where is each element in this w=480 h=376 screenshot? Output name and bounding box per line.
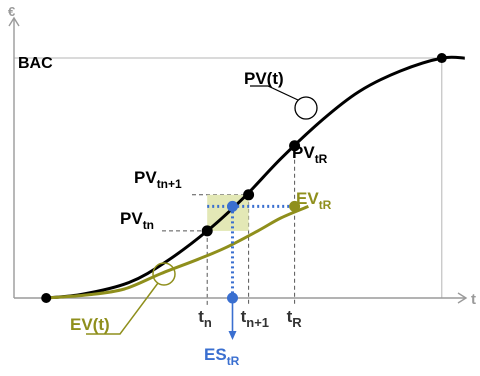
pv-origin-point xyxy=(41,293,52,303)
pv-tr-label: PVtR xyxy=(292,143,328,166)
pv-series-line xyxy=(46,55,465,300)
ev-t-label: EV(t) xyxy=(70,315,110,334)
tick-tn1-label: tn+1 xyxy=(241,307,269,330)
pv-tn-point xyxy=(201,225,213,237)
pv-tn-label: PVtn xyxy=(120,209,154,232)
es-arrow-head xyxy=(228,331,237,340)
ev-callout-leader xyxy=(86,282,159,335)
pv-t-label: PV(t) xyxy=(244,69,284,88)
es-tr-label: EStR xyxy=(204,345,240,368)
pv-callout-circle xyxy=(294,96,318,120)
tick-tn-label: tn xyxy=(198,307,212,330)
guide-lines xyxy=(14,57,443,306)
y-axis-label: € xyxy=(8,4,15,19)
y-axis-arrow xyxy=(8,16,20,27)
pv-callout-leader xyxy=(250,85,299,101)
ev-tr-point xyxy=(289,200,301,212)
earned-schedule-projection xyxy=(207,204,295,340)
es-level-point xyxy=(227,200,238,212)
pv-tr-point xyxy=(289,140,301,152)
ev-tr-label: EVtR xyxy=(296,189,332,212)
axes: €t xyxy=(8,4,476,308)
tick-tr-label: tR xyxy=(287,307,303,330)
pv-tn1-point xyxy=(243,189,255,201)
series-lines xyxy=(46,55,465,300)
pv-end-point xyxy=(436,53,447,64)
data-points xyxy=(41,53,447,304)
chart-labels: BAC PV(t) EV(t) PVtR PVtn+1 PVtn EVtR EStR tn tn+… xyxy=(18,55,332,368)
pv-tn1-label: PVtn+1 xyxy=(134,168,182,191)
bac-label: BAC xyxy=(18,55,53,72)
x-axis-label: t xyxy=(471,291,476,308)
x-axis-arrow xyxy=(457,292,468,304)
ev-callout-circle xyxy=(152,262,176,286)
ev-series-line xyxy=(46,205,309,300)
es-axis-point xyxy=(227,292,238,304)
